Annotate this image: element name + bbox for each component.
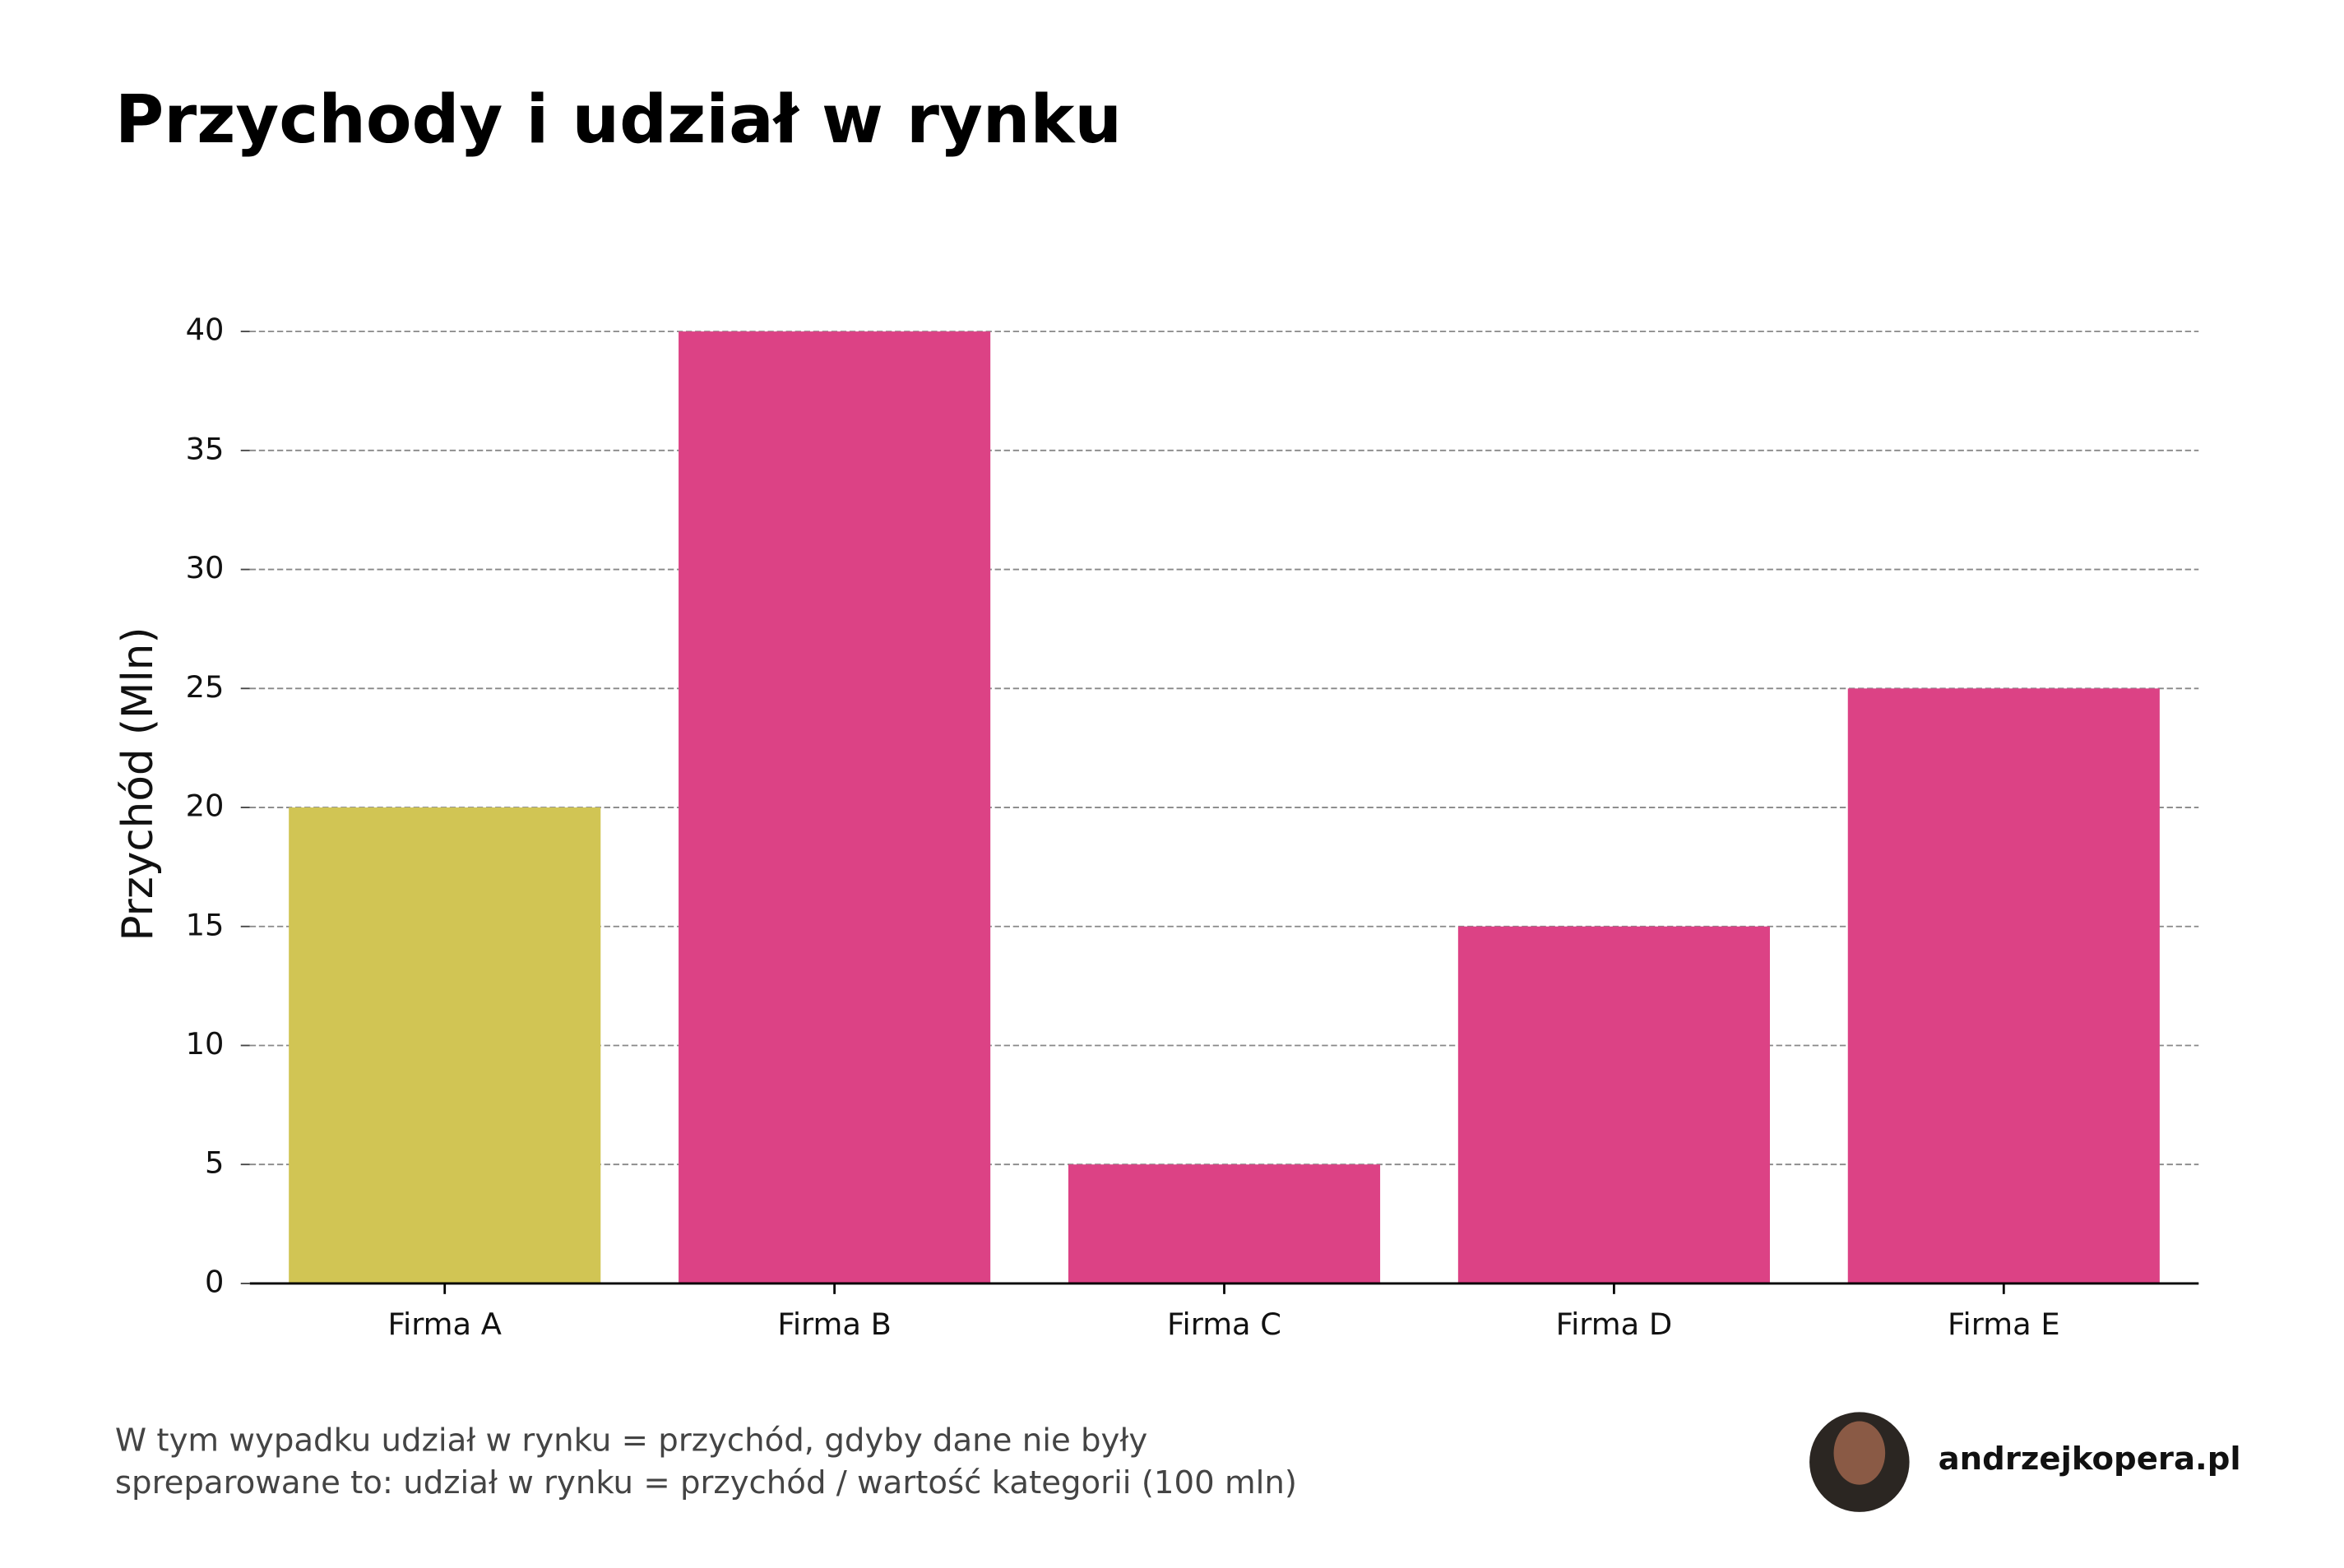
x-tick-label: Firma D (1556, 1307, 1673, 1342)
y-tick-label: 25 (186, 669, 225, 705)
y-tick-label: 30 (186, 550, 225, 585)
bar (1068, 1164, 1381, 1284)
bar (1457, 926, 1770, 1284)
y-tick-label: 5 (205, 1145, 224, 1181)
y-axis-label: Przychód (Mln) (113, 627, 163, 941)
avatar-face (1833, 1421, 1886, 1485)
y-tick-label: 0 (205, 1264, 224, 1299)
y-tick-label: 15 (186, 907, 225, 942)
x-tick-label: Firma B (777, 1307, 892, 1342)
y-tick-label: 40 (186, 312, 225, 348)
x-tick-label: Firma A (387, 1307, 501, 1342)
bar (289, 807, 601, 1284)
bar (1847, 688, 2160, 1284)
bar (679, 331, 991, 1284)
y-tick-label: 20 (186, 789, 225, 824)
x-tick-label: Firma C (1167, 1307, 1281, 1342)
x-tick-label: Firma E (1948, 1307, 2060, 1342)
chart-title: Przychody i udział w rynku (115, 81, 1122, 159)
footnote: spreparowane to: udział w rynku = przych… (115, 1464, 1297, 1501)
y-tick-label: 10 (186, 1026, 225, 1062)
y-tick-label: 35 (186, 431, 225, 466)
brand: andrzejkopera.pl (1939, 1441, 2241, 1478)
footnote: W tym wypadku udział w rynku = przychód,… (115, 1422, 1147, 1459)
